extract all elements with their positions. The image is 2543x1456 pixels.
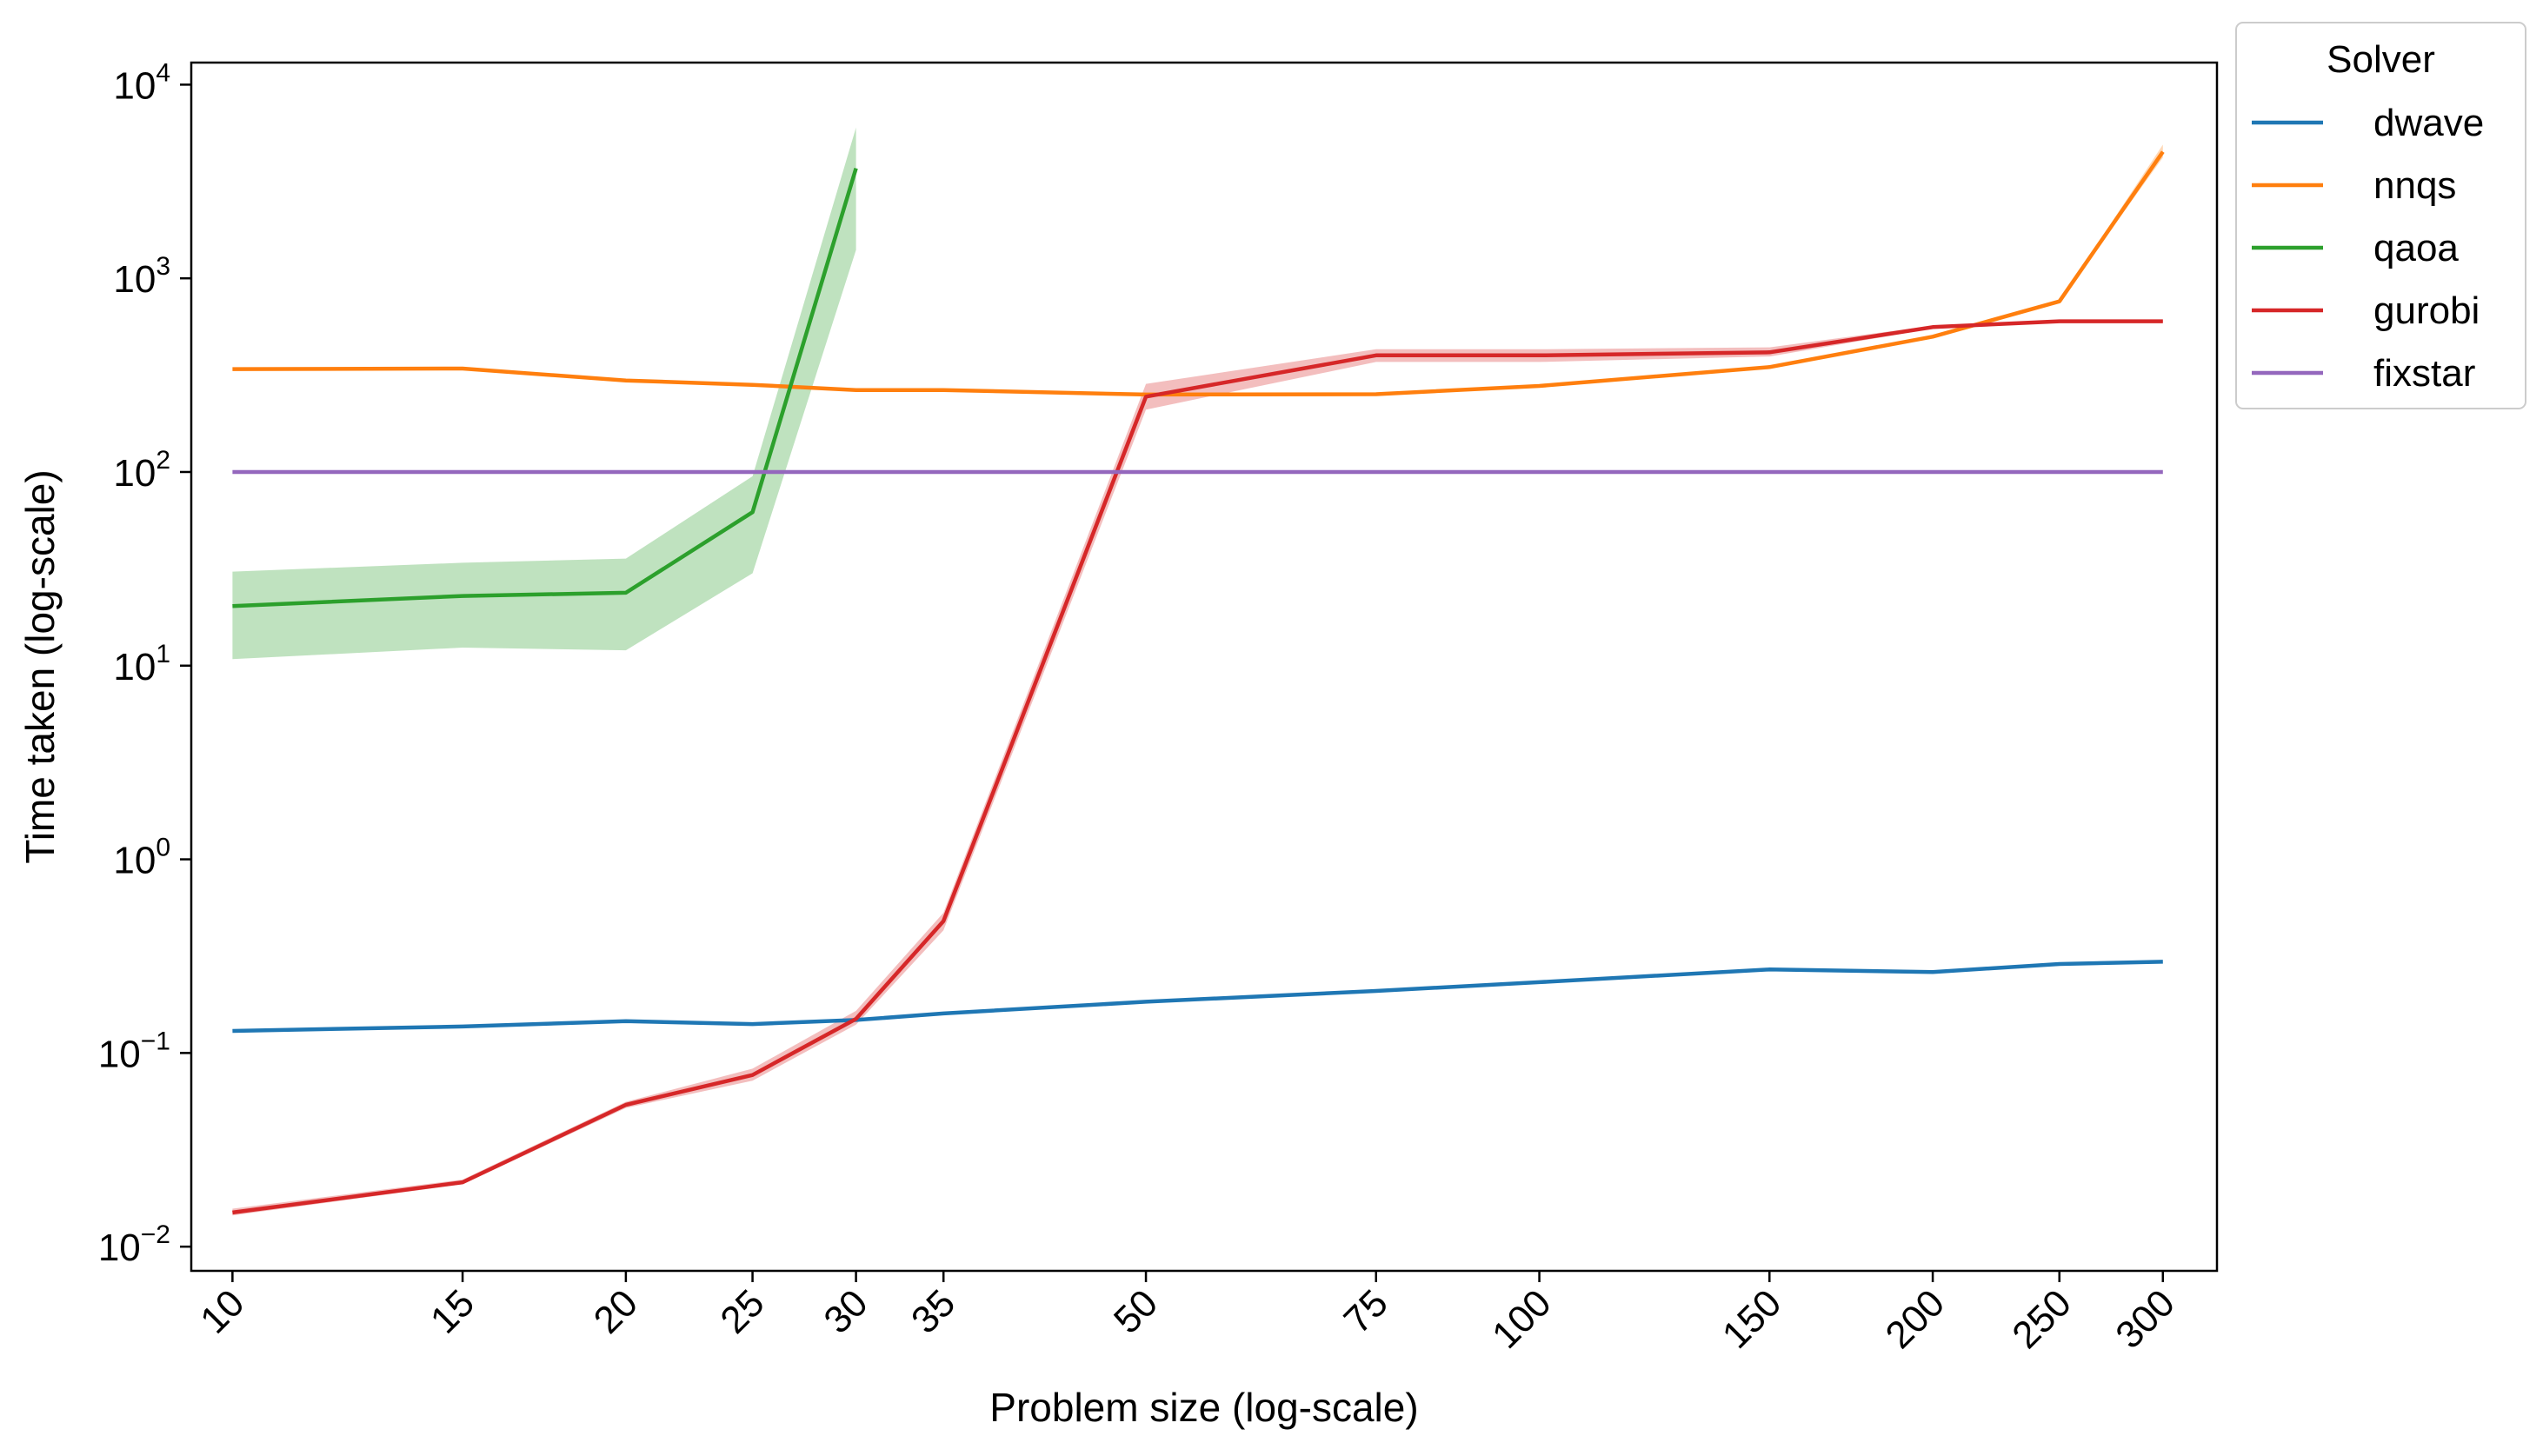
y-tick-label: 100 bbox=[113, 834, 170, 882]
legend-label-dwave: dwave bbox=[2373, 102, 2484, 144]
x-tick-label: 150 bbox=[1714, 1281, 1790, 1357]
x-tick-label: 10 bbox=[192, 1281, 252, 1341]
y-tick-label: 10−1 bbox=[98, 1027, 170, 1075]
legend: Solver dwave nnqs qaoa gurobi fixstar bbox=[2235, 22, 2526, 409]
band-nnqs bbox=[232, 144, 2163, 395]
x-tick-label: 30 bbox=[815, 1281, 875, 1341]
plot-frame bbox=[190, 61, 2219, 1273]
y-tick-label: 103 bbox=[113, 252, 170, 301]
x-tick-label: 20 bbox=[586, 1281, 646, 1341]
x-tick-label: 15 bbox=[423, 1281, 483, 1341]
y-axis-label: Time taken (log-scale) bbox=[17, 469, 63, 863]
line-nnqs bbox=[232, 150, 2165, 397]
x-tick-label: 300 bbox=[2107, 1281, 2183, 1357]
band-qaoa bbox=[232, 127, 856, 660]
series-lines bbox=[232, 150, 2165, 1215]
y-tick-label: 10−2 bbox=[98, 1220, 170, 1269]
band-gurobi bbox=[232, 320, 2163, 1216]
x-tick-label: 100 bbox=[1484, 1281, 1560, 1357]
x-tick-label: 50 bbox=[1106, 1281, 1166, 1341]
x-tick-label: 250 bbox=[2004, 1281, 2080, 1357]
legend-items: dwave nnqs qaoa gurobi fixstar bbox=[2252, 102, 2484, 395]
legend-label-nnqs: nnqs bbox=[2373, 164, 2456, 207]
legend-label-gurobi: gurobi bbox=[2373, 289, 2480, 332]
x-axis-label: Problem size (log-scale) bbox=[989, 1385, 1418, 1430]
y-axis-ticks: 10−2 10−1 100 101 102 103 104 bbox=[98, 58, 191, 1269]
x-axis-ticks: 10 15 20 25 30 35 50 75 100 150 200 250 300 bbox=[192, 1271, 2183, 1357]
legend-label-qaoa: qaoa bbox=[2373, 227, 2459, 269]
line-dwave bbox=[232, 960, 2163, 1034]
y-tick-label: 104 bbox=[113, 58, 170, 107]
x-tick-label: 25 bbox=[712, 1281, 772, 1341]
confidence-bands bbox=[232, 127, 2163, 1216]
x-tick-label: 200 bbox=[1878, 1281, 1954, 1357]
x-tick-label: 75 bbox=[1336, 1281, 1396, 1341]
line-qaoa bbox=[232, 167, 858, 608]
y-tick-label: 102 bbox=[113, 446, 170, 495]
line-gurobi bbox=[232, 319, 2163, 1215]
legend-label-fixstar: fixstar bbox=[2373, 352, 2475, 395]
y-tick-label: 101 bbox=[113, 640, 170, 688]
legend-title: Solver bbox=[2327, 38, 2435, 81]
x-tick-label: 35 bbox=[903, 1281, 963, 1341]
